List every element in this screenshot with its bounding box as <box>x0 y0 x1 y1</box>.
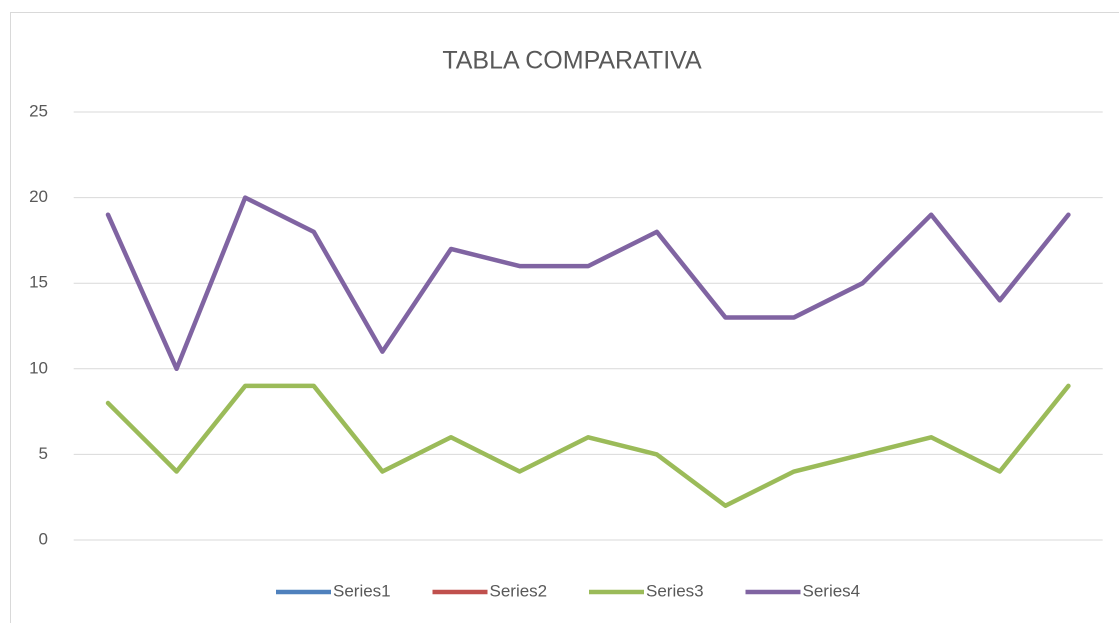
legend-label: Series3 <box>646 581 704 600</box>
y-tick-label: 20 <box>29 187 48 206</box>
series-line <box>105 195 1071 372</box>
legend-label: Series1 <box>333 581 391 600</box>
legend-label: Series2 <box>490 581 548 600</box>
y-tick-label: 15 <box>29 273 48 292</box>
chart-border <box>10 12 1119 623</box>
y-tick-label: 0 <box>39 529 48 548</box>
legend-label: Series4 <box>803 581 861 600</box>
series-line <box>105 383 1071 509</box>
chart-title: TABLA COMPARATIVA <box>442 47 702 75</box>
y-tick-label: 25 <box>29 101 48 120</box>
y-tick-label: 5 <box>39 444 48 463</box>
y-tick-label: 10 <box>29 358 48 377</box>
